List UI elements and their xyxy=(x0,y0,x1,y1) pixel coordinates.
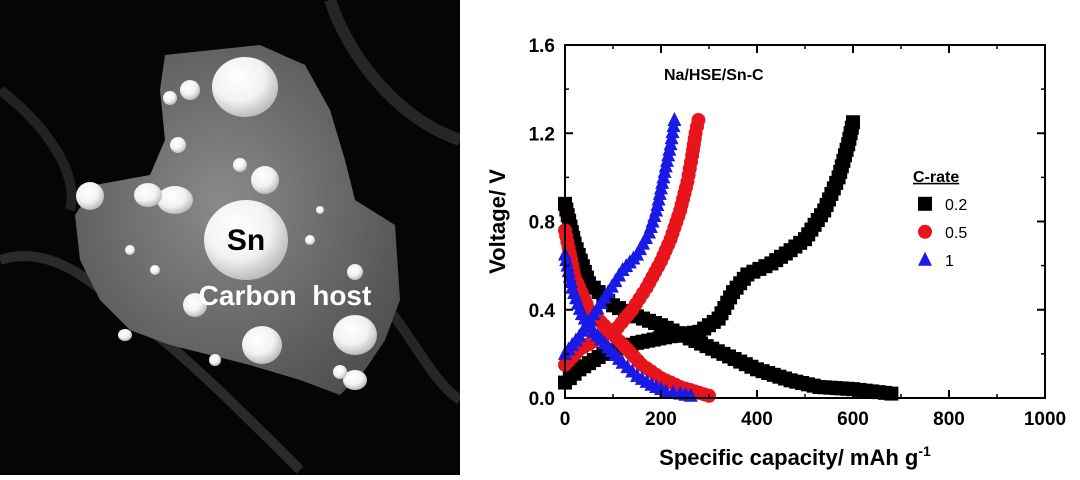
data-point xyxy=(667,112,682,127)
legend-label-0.2: 0.2 xyxy=(945,197,967,214)
tem-micrograph: Sn Carbon host xyxy=(0,0,463,475)
y-tick-label: 0.8 xyxy=(529,213,555,234)
y-tick-label: 1.2 xyxy=(529,124,555,145)
x-axis-label-main: Specific capacity/ mAh g xyxy=(659,445,918,470)
y-tick-label: 1.6 xyxy=(529,36,555,57)
x-tick-label: 1000 xyxy=(1024,409,1066,430)
series-0.2 xyxy=(558,115,899,401)
micrograph-image: Sn Carbon host xyxy=(0,0,463,475)
x-tick-label: 200 xyxy=(645,409,677,430)
x-tick-label: 600 xyxy=(837,409,869,430)
legend-marker-0.5 xyxy=(918,224,932,239)
y-tick-label: 0.4 xyxy=(529,301,556,322)
data-point xyxy=(846,115,860,130)
label-sn: Sn xyxy=(227,224,265,257)
legend-marker-0.2 xyxy=(918,196,932,211)
data-point xyxy=(691,113,706,128)
legend: C-rate 0.2 0.5 1 xyxy=(913,169,967,270)
legend-label-1: 1 xyxy=(945,253,954,270)
axis-ticks xyxy=(564,44,1046,399)
x-tick-label: 400 xyxy=(741,409,773,430)
voltage-capacity-chart: 0 200 400 600 800 1000 0.0 0.4 0.8 1.2 1.6 Na/HSE/… xyxy=(460,0,1080,475)
x-axis-label: Specific capacity/ mAh g-1 xyxy=(659,443,931,470)
y-tick-label: 0.0 xyxy=(529,389,555,410)
chart-title: Na/HSE/Sn-C xyxy=(664,67,764,84)
data-points-layer xyxy=(558,112,899,403)
legend-title: C-rate xyxy=(913,169,959,186)
x-axis-label-superscript: -1 xyxy=(918,443,931,459)
chart-svg: 0 200 400 600 800 1000 0.0 0.4 0.8 1.2 1.6 Na/HSE/… xyxy=(485,36,1067,470)
x-tick-label: 0 xyxy=(560,409,571,430)
legend-label-0.5: 0.5 xyxy=(945,225,967,242)
legend-marker-1 xyxy=(918,251,932,266)
x-tick-label: 800 xyxy=(933,409,965,430)
label-carbon-host: Carbon host xyxy=(199,280,372,311)
y-axis-label: Voltage/ V xyxy=(485,169,510,274)
axis-tick-labels: 0 200 400 600 800 1000 0.0 0.4 0.8 1.2 1.6 xyxy=(529,36,1067,430)
